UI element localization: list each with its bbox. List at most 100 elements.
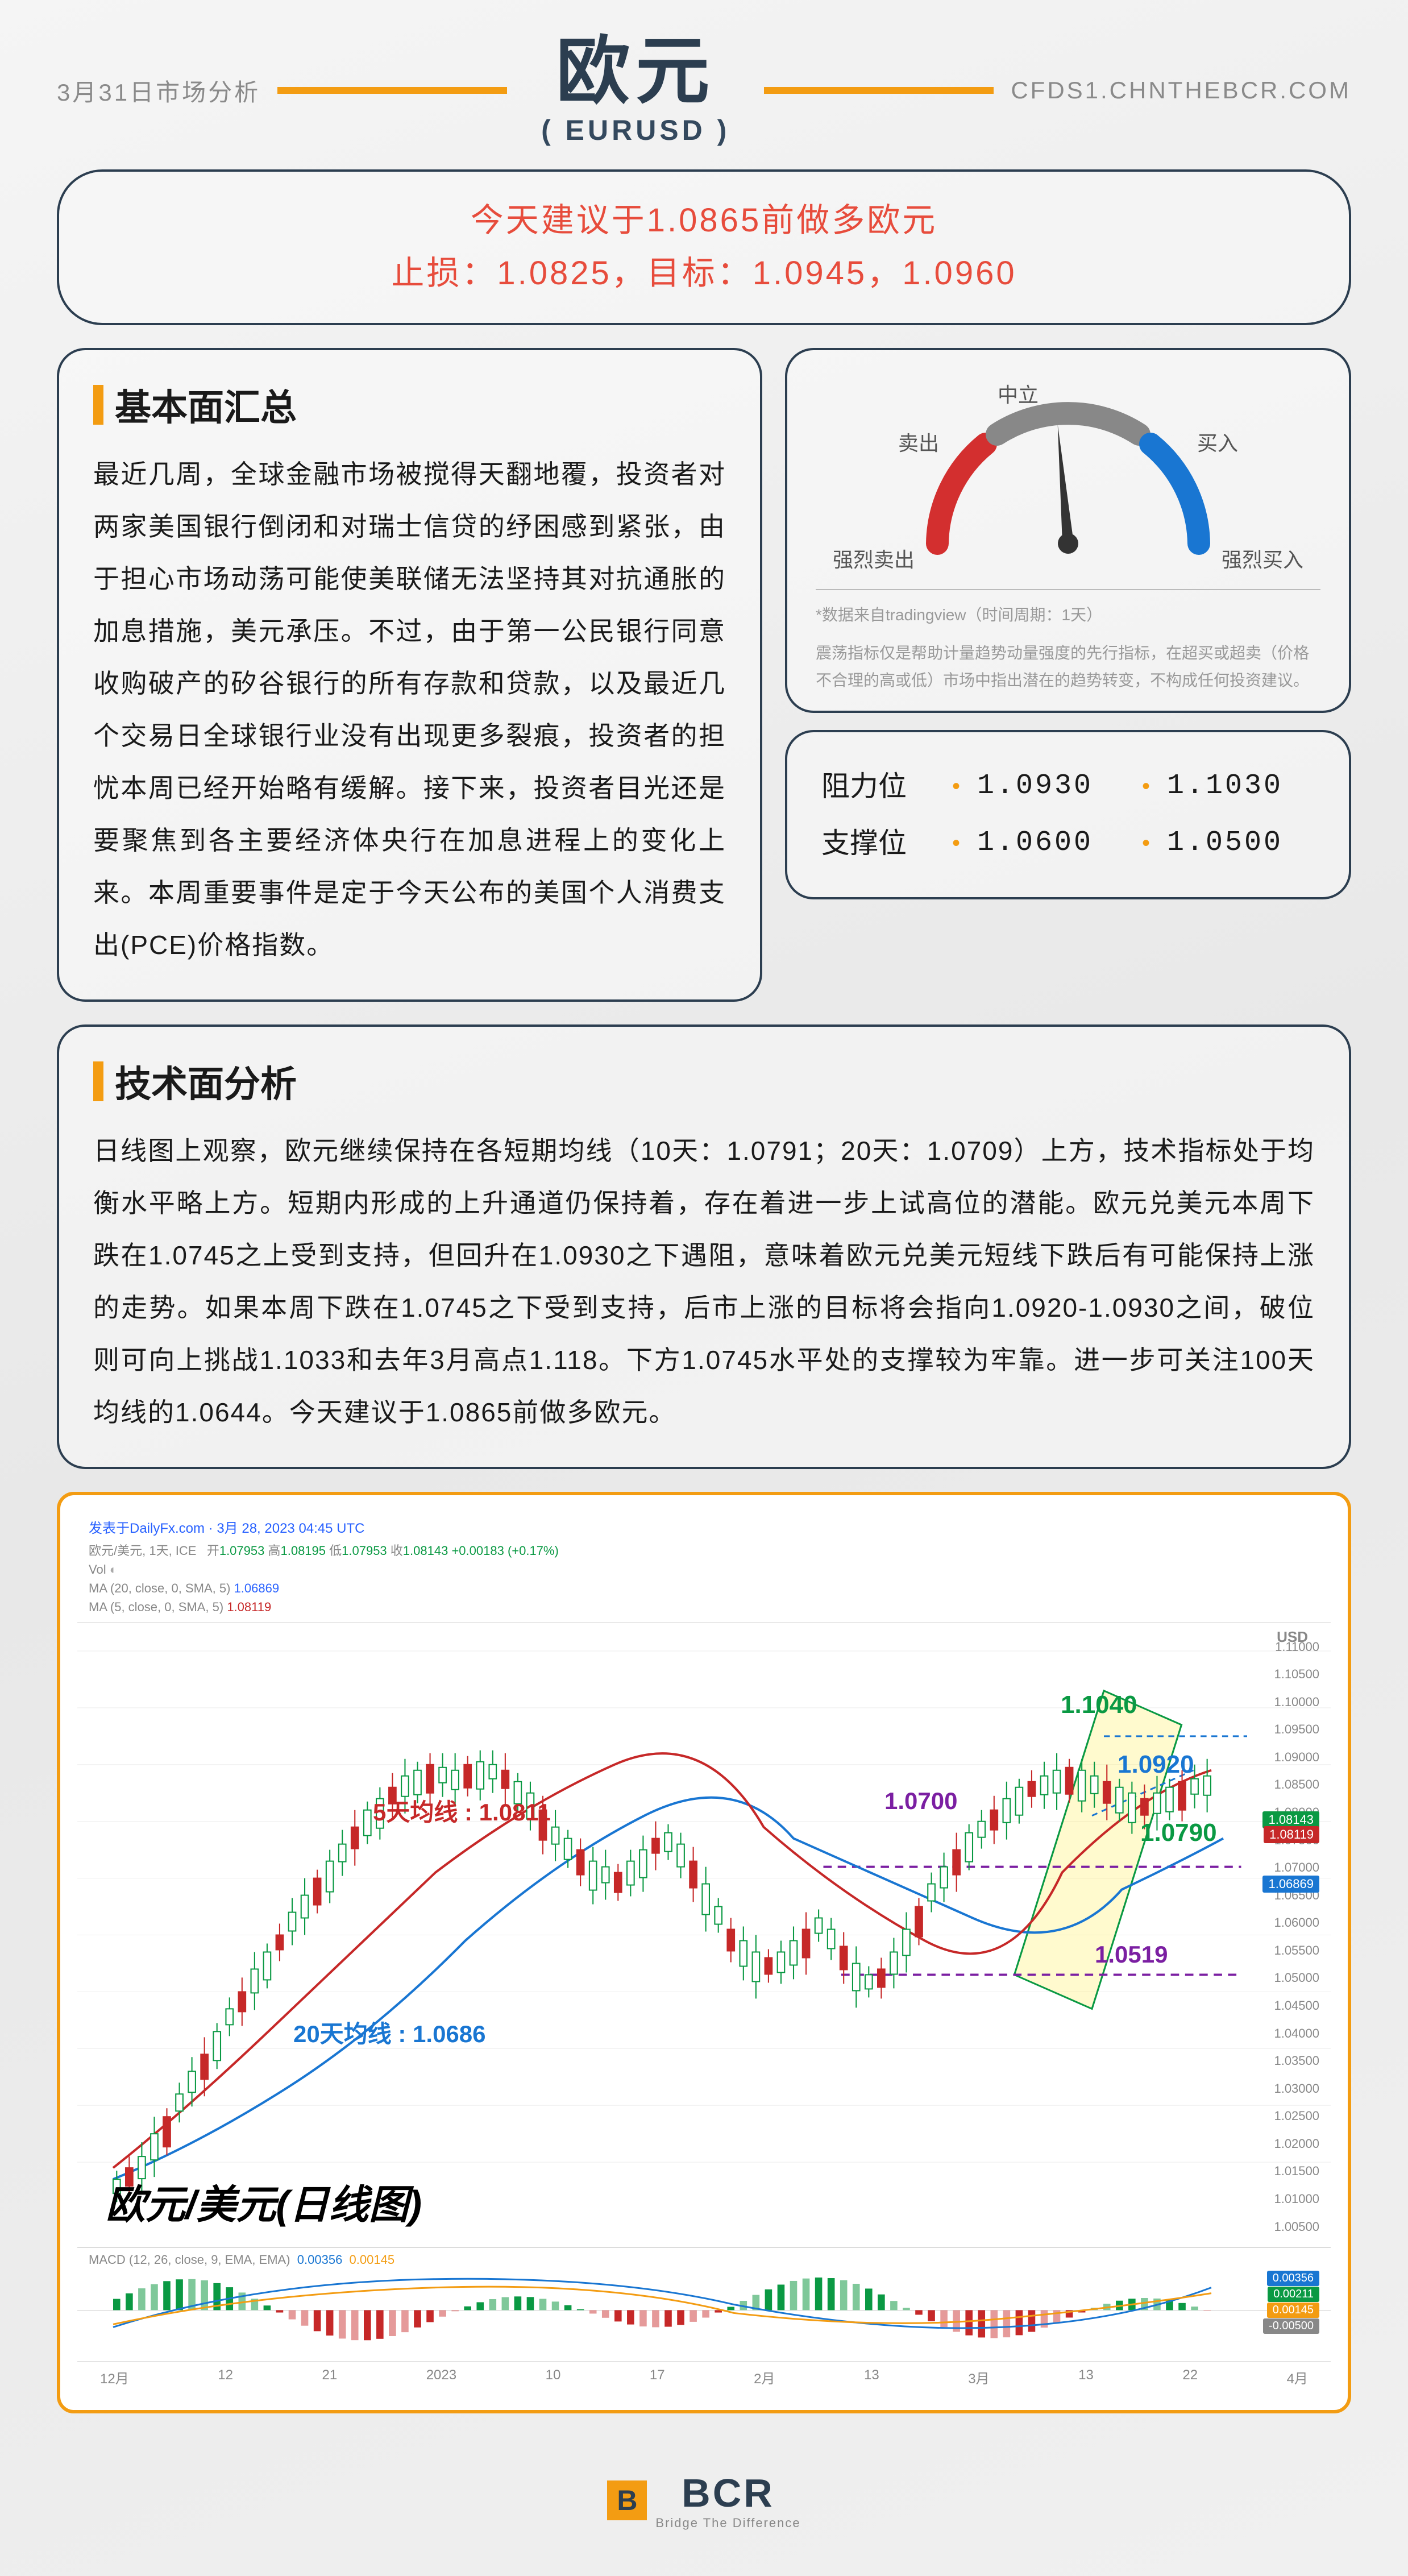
chart-card: 发表于DailyFx.com · 3月 28, 2023 04:45 UTC 欧… bbox=[57, 1492, 1351, 2413]
ohlc-open: 1.07953 bbox=[219, 1544, 265, 1558]
support-2: 1.0500 bbox=[1167, 815, 1315, 872]
chart-meta: 欧元/美元, 1天, ICE 开1.07953 高1.08195 低1.0795… bbox=[77, 1541, 1331, 1622]
macd-v2: 0.00145 bbox=[350, 2253, 395, 2267]
ohlc-low: 1.07953 bbox=[342, 1544, 387, 1558]
dot-icon: • bbox=[1142, 820, 1150, 866]
yaxis-tick: 1.03000 bbox=[1274, 2081, 1319, 2096]
macd-area: MACD (12, 26, close, 9, EMA, EMA) 0.0035… bbox=[77, 2247, 1331, 2361]
yaxis-tick: 1.11000 bbox=[1275, 1640, 1319, 1654]
yaxis-tick: 1.02500 bbox=[1274, 2109, 1319, 2123]
yaxis-tick: 1.10500 bbox=[1274, 1667, 1319, 1682]
logo-icon: B bbox=[607, 2480, 647, 2520]
chart-annotation: 5天均线 : 1.0811 bbox=[373, 1793, 551, 1828]
date-label: 3月31日市场分析 bbox=[57, 73, 260, 108]
yaxis-tick: 1.02000 bbox=[1274, 2137, 1319, 2151]
two-column-row: 基本面汇总 最近几周，全球金融市场被搅得天翻地覆，投资者对两家美国银行倒闭和对瑞… bbox=[57, 348, 1351, 1002]
yaxis-tick: 1.05000 bbox=[1274, 1971, 1319, 1985]
chart-annotation: 1.1040 bbox=[1061, 1691, 1137, 1719]
dot-icon: • bbox=[1142, 764, 1150, 809]
yaxis-tick: 1.05500 bbox=[1274, 1943, 1319, 1958]
ohlc-high: 1.08195 bbox=[280, 1544, 326, 1558]
gauge-divider bbox=[816, 589, 1320, 590]
xaxis-tick: 22 bbox=[1182, 2367, 1198, 2387]
chart-source-text: 发表于DailyFx.com · 3月 28, 2023 04:45 UTC bbox=[89, 1521, 365, 1536]
resistance-2: 1.1030 bbox=[1167, 758, 1315, 815]
label-buy: 买入 bbox=[1197, 427, 1238, 457]
xaxis-tick: 2023 bbox=[426, 2367, 456, 2387]
chart-area: USD bbox=[77, 1622, 1331, 2247]
reco-line2: 止损：1.0825，目标：1.0945，1.0960 bbox=[93, 247, 1315, 300]
chart-annotation: 1.0920 bbox=[1118, 1750, 1194, 1779]
fundamental-title: 基本面汇总 bbox=[115, 379, 297, 431]
yaxis-tick: 1.00500 bbox=[1274, 2220, 1319, 2234]
fundamental-body: 最近几周，全球金融市场被搅得天翻地覆，投资者对两家美国银行倒闭和对瑞士信贷的纾困… bbox=[93, 448, 726, 971]
title-bar-icon bbox=[93, 1061, 103, 1101]
ohlc-close: 1.08143 bbox=[403, 1544, 448, 1558]
gauge-source: *数据来自tradingview（时间周期：1天） bbox=[816, 602, 1320, 629]
macd-tag: 0.00145 bbox=[1267, 2303, 1319, 2318]
yaxis-tick: 1.09500 bbox=[1274, 1722, 1319, 1737]
yaxis-tick: 1.08500 bbox=[1274, 1777, 1319, 1792]
macd-tag: 0.00356 bbox=[1267, 2271, 1319, 2286]
logo-text: BCR bbox=[655, 2470, 800, 2516]
chart-source: 发表于DailyFx.com · 3月 28, 2023 04:45 UTC bbox=[77, 1512, 1331, 1541]
xaxis-tick: 12月 bbox=[100, 2367, 129, 2387]
divider-right bbox=[764, 87, 994, 94]
candlestick-chart bbox=[77, 1623, 1331, 2247]
ma20-value: 1.06869 bbox=[234, 1581, 280, 1595]
xaxis-tick: 12 bbox=[218, 2367, 233, 2387]
xaxis-tick: 10 bbox=[546, 2367, 561, 2387]
support-label: 支撑位 bbox=[821, 815, 935, 872]
price-tag: 1.06869 bbox=[1262, 1876, 1319, 1893]
macd-v1: 0.00356 bbox=[297, 2253, 343, 2267]
resistance-1: 1.0930 bbox=[977, 758, 1125, 815]
yaxis-tick: 1.04500 bbox=[1274, 1998, 1319, 2013]
yaxis-tick: 1.03500 bbox=[1274, 2054, 1319, 2068]
levels-card: 阻力位 • 1.0930 • 1.1030 支撑位 • 1.0600 • 1.0… bbox=[785, 730, 1351, 899]
macd-tag: -0.00500 bbox=[1263, 2318, 1319, 2334]
yaxis-tick: 1.01000 bbox=[1274, 2192, 1319, 2206]
page: 3月31日市场分析 欧元 ( EURUSD ) CFDS1.CHNTHEBCR.… bbox=[0, 0, 1408, 2576]
gauge-desc: 震荡指标仅是帮助计量趋势动量强度的先行指标，在超买或超卖（价格不合理的高或低）市… bbox=[816, 640, 1320, 694]
url-label: CFDS1.CHNTHEBCR.COM bbox=[1011, 77, 1351, 104]
ma5-label: MA (5, close, 0, SMA, 5) bbox=[89, 1600, 223, 1614]
chart-pair: 欧元/美元, 1天, ICE bbox=[89, 1544, 196, 1558]
macd-label: MACD (12, 26, close, 9, EMA, EMA) 0.0035… bbox=[89, 2253, 394, 2267]
yaxis-tick: 1.09000 bbox=[1274, 1750, 1319, 1765]
dot-icon: • bbox=[952, 764, 960, 809]
support-1: 1.0600 bbox=[977, 815, 1125, 872]
logo-tagline: Bridge The Difference bbox=[655, 2516, 800, 2531]
gauge-card: 强烈卖出 卖出 中立 买入 强烈买入 *数据来自tradingview（时间周期… bbox=[785, 348, 1351, 714]
yaxis-tick: 1.07000 bbox=[1274, 1860, 1319, 1875]
xaxis-tick: 13 bbox=[1078, 2367, 1094, 2387]
fundamental-card: 基本面汇总 最近几周，全球金融市场被搅得天翻地覆，投资者对两家美国银行倒闭和对瑞… bbox=[57, 348, 762, 1002]
label-sell: 卖出 bbox=[898, 427, 939, 457]
ma5-value: 1.08119 bbox=[227, 1600, 271, 1614]
macd-label-text: MACD (12, 26, close, 9, EMA, EMA) bbox=[89, 2253, 290, 2267]
footer: B BCR Bridge The Difference bbox=[57, 2448, 1351, 2553]
dot-icon: • bbox=[952, 820, 960, 866]
technical-title: 技术面分析 bbox=[115, 1055, 297, 1107]
macd-tag: 0.00211 bbox=[1268, 2287, 1319, 2302]
chart-annotation: 1.0790 bbox=[1140, 1819, 1217, 1847]
xaxis: 12月1221202310172月133月13224月 bbox=[77, 2361, 1331, 2393]
support-row: 支撑位 • 1.0600 • 1.0500 bbox=[821, 815, 1315, 872]
label-neutral: 中立 bbox=[998, 379, 1039, 408]
right-column: 强烈卖出 卖出 中立 买入 强烈买入 *数据来自tradingview（时间周期… bbox=[785, 348, 1351, 1002]
price-tag: 1.08119 bbox=[1264, 1826, 1319, 1843]
chart-annotation: 20天均线 : 1.0686 bbox=[293, 2015, 486, 2050]
fundamental-title-row: 基本面汇总 bbox=[93, 379, 726, 431]
title-bar-icon bbox=[93, 385, 103, 425]
xaxis-tick: 13 bbox=[864, 2367, 879, 2387]
technical-card: 技术面分析 日线图上观察，欧元继续保持在各短期均线（10天：1.0791；20天… bbox=[57, 1024, 1351, 1469]
gauge-wrap: 强烈卖出 卖出 中立 买入 强烈买入 bbox=[816, 373, 1320, 578]
recommendation-box: 今天建议于1.0865前做多欧元 止损：1.0825，目标：1.0945，1.0… bbox=[57, 169, 1351, 325]
label-strong-buy: 强烈买入 bbox=[1222, 544, 1303, 573]
xaxis-tick: 2月 bbox=[754, 2367, 775, 2387]
title-block: 欧元 ( EURUSD ) bbox=[507, 34, 764, 147]
technical-body: 日线图上观察，欧元继续保持在各短期均线（10天：1.0791；20天：1.070… bbox=[93, 1125, 1315, 1438]
gauge-labels: 强烈卖出 卖出 中立 买入 强烈买入 bbox=[816, 373, 1320, 578]
reco-line1: 今天建议于1.0865前做多欧元 bbox=[93, 194, 1315, 247]
yaxis-tick: 1.04000 bbox=[1274, 2026, 1319, 2041]
resistance-row: 阻力位 • 1.0930 • 1.1030 bbox=[821, 758, 1315, 815]
